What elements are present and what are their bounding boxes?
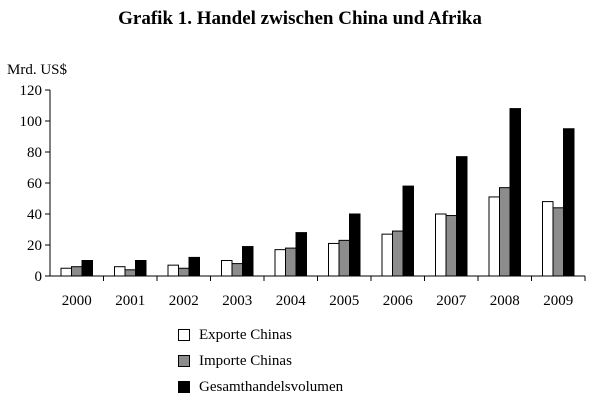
x-tick-label: 2006 bbox=[383, 293, 414, 309]
bar-2003-3 bbox=[242, 246, 254, 277]
y-ticks: 0 20 40 60 80 100 120 bbox=[20, 83, 50, 285]
legend-label: Gesamthandelsvolumen bbox=[199, 378, 344, 395]
x-tick-label: 2003 bbox=[222, 293, 252, 309]
bar-2002-1 bbox=[167, 264, 179, 277]
bar-2007-3 bbox=[456, 156, 468, 277]
bar-2001-2 bbox=[124, 269, 136, 277]
bar-2007-1 bbox=[435, 213, 447, 277]
x-tick-label: 2001 bbox=[115, 293, 145, 309]
x-tick-label: 2005 bbox=[329, 293, 359, 309]
legend-item: Gesamthandelsvolumen bbox=[178, 374, 343, 400]
legend-item: Importe Chinas bbox=[178, 348, 343, 374]
x-tick-label: 2000 bbox=[62, 293, 92, 309]
x-tick-label: 2007 bbox=[436, 293, 467, 309]
bar-2002-3 bbox=[188, 256, 200, 277]
legend-swatch bbox=[178, 355, 190, 367]
bar-2001-3 bbox=[135, 260, 147, 277]
y-tick-label: 80 bbox=[27, 145, 42, 161]
bar-2005-2 bbox=[338, 239, 350, 277]
bar-2006-1 bbox=[381, 233, 393, 277]
legend-label: Importe Chinas bbox=[199, 352, 292, 369]
bar-2008-3 bbox=[509, 108, 521, 277]
y-tick-label: 40 bbox=[27, 207, 42, 223]
bar-2007-2 bbox=[445, 215, 457, 277]
y-axis-label: Mrd. US$ bbox=[7, 62, 68, 78]
legend-item: Exporte Chinas bbox=[178, 322, 343, 348]
y-tick-label: 0 bbox=[35, 269, 43, 285]
bar-2002-2 bbox=[178, 267, 190, 277]
bar-2009-3 bbox=[563, 128, 575, 277]
bar-2009-2 bbox=[552, 207, 564, 277]
x-tick-label: 2008 bbox=[490, 293, 520, 309]
bar-2009-1 bbox=[542, 201, 554, 277]
legend-swatch bbox=[178, 381, 190, 393]
bar-2006-2 bbox=[392, 230, 404, 277]
bar-2006-3 bbox=[402, 185, 414, 277]
legend-label: Exporte Chinas bbox=[199, 326, 292, 343]
x-tick-label: 2009 bbox=[543, 293, 573, 309]
bar-2000-3 bbox=[81, 260, 93, 277]
y-tick-label: 100 bbox=[20, 114, 43, 130]
bars bbox=[60, 108, 575, 277]
y-tick-label: 60 bbox=[27, 176, 42, 192]
x-tick-label: 2002 bbox=[169, 293, 199, 309]
bar-2008-2 bbox=[499, 187, 511, 277]
bar-2004-3 bbox=[295, 232, 307, 277]
legend-swatch bbox=[178, 329, 190, 341]
bar-2008-1 bbox=[488, 196, 500, 277]
bar-2005-1 bbox=[328, 242, 340, 277]
bar-2003-1 bbox=[221, 260, 233, 277]
bar-2000-1 bbox=[60, 267, 72, 277]
y-tick-label: 20 bbox=[27, 238, 42, 254]
bar-2001-1 bbox=[114, 266, 126, 277]
bar-2005-3 bbox=[349, 213, 361, 277]
bar-2003-2 bbox=[231, 263, 243, 277]
legend: Exporte Chinas Importe Chinas Gesamthandel… bbox=[178, 322, 343, 400]
bar-2004-2 bbox=[285, 247, 297, 277]
bar-2004-1 bbox=[274, 249, 286, 277]
bar-2000-2 bbox=[71, 266, 83, 277]
y-tick-label: 120 bbox=[20, 83, 43, 99]
x-ticks: 2000 2001 2002 2003 2004 2005 2006 2007 2008 2009 bbox=[62, 276, 586, 309]
x-tick-label: 2004 bbox=[276, 293, 307, 309]
chart-title: Grafik 1. Handel zwischen China und Afri… bbox=[118, 8, 482, 29]
